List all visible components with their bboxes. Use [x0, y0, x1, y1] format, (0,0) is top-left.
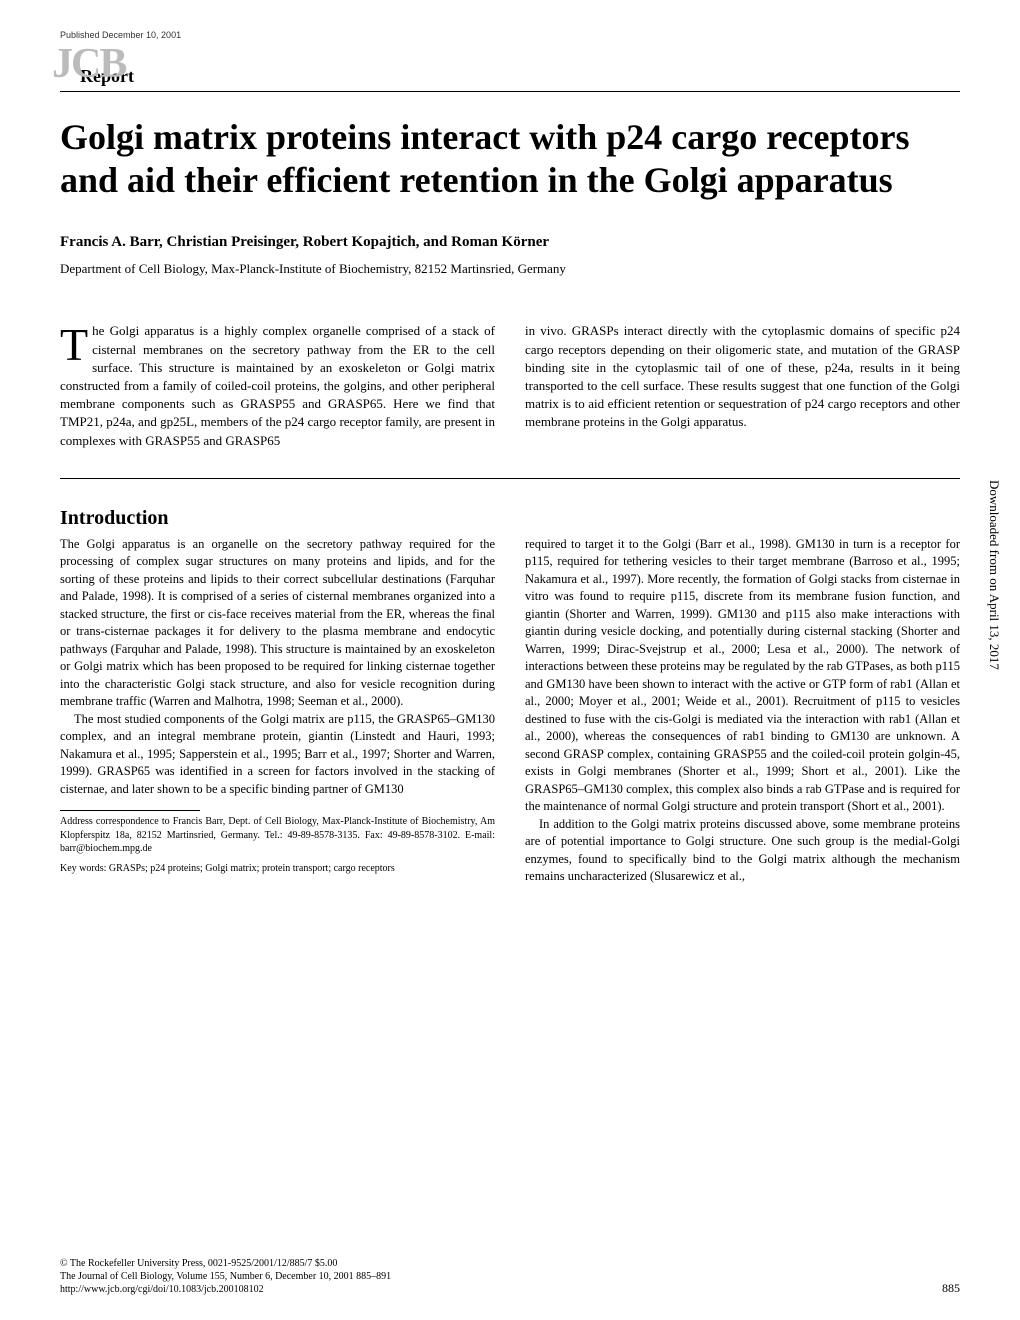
affiliation: Department of Cell Biology, Max-Planck-I… [60, 261, 960, 277]
body-paragraph: The Golgi apparatus is an organelle on t… [60, 536, 495, 711]
page-number: 885 [942, 1281, 960, 1296]
body-section: The Golgi apparatus is an organelle on t… [60, 536, 960, 886]
section-rule [60, 478, 960, 479]
body-paragraph: In addition to the Golgi matrix proteins… [525, 816, 960, 886]
body-paragraph: required to target it to the Golgi (Barr… [525, 536, 960, 816]
page-footer: © The Rockefeller University Press, 0021… [60, 1257, 960, 1296]
publication-date: Published December 10, 2001 [60, 30, 960, 40]
authors: Francis A. Barr, Christian Preisinger, R… [60, 234, 960, 251]
journal-header: JCB Report [60, 48, 960, 92]
introduction-heading: Introduction [60, 507, 960, 530]
jcb-logo: JCB [52, 40, 125, 88]
header-rule [60, 91, 960, 92]
keywords-footnote: Key words: GRASPs; p24 proteins; Golgi m… [60, 862, 495, 876]
correspondence-footnote: Address correspondence to Francis Barr, … [60, 815, 495, 856]
body-right-column: required to target it to the Golgi (Barr… [525, 536, 960, 886]
article-title: Golgi matrix proteins interact with p24 … [60, 116, 960, 202]
copyright-line-2: The Journal of Cell Biology, Volume 155,… [60, 1270, 960, 1283]
abstract-right-column: in vivo. GRASPs interact directly with t… [525, 322, 960, 449]
abstract-left-text: he Golgi apparatus is a highly complex o… [60, 323, 495, 447]
abstract-left-column: The Golgi apparatus is a highly complex … [60, 322, 495, 449]
body-left-column: The Golgi apparatus is an organelle on t… [60, 536, 495, 886]
dropcap: T [60, 322, 92, 364]
copyright-line-3: http://www.jcb.org/cgi/doi/10.1083/jcb.2… [60, 1283, 960, 1296]
body-paragraph: The most studied components of the Golgi… [60, 711, 495, 799]
footnote-rule [60, 810, 200, 811]
download-notice: Downloaded from on April 13, 2017 [986, 480, 1002, 670]
abstract-section: The Golgi apparatus is a highly complex … [60, 322, 960, 449]
copyright-line-1: © The Rockefeller University Press, 0021… [60, 1257, 960, 1270]
